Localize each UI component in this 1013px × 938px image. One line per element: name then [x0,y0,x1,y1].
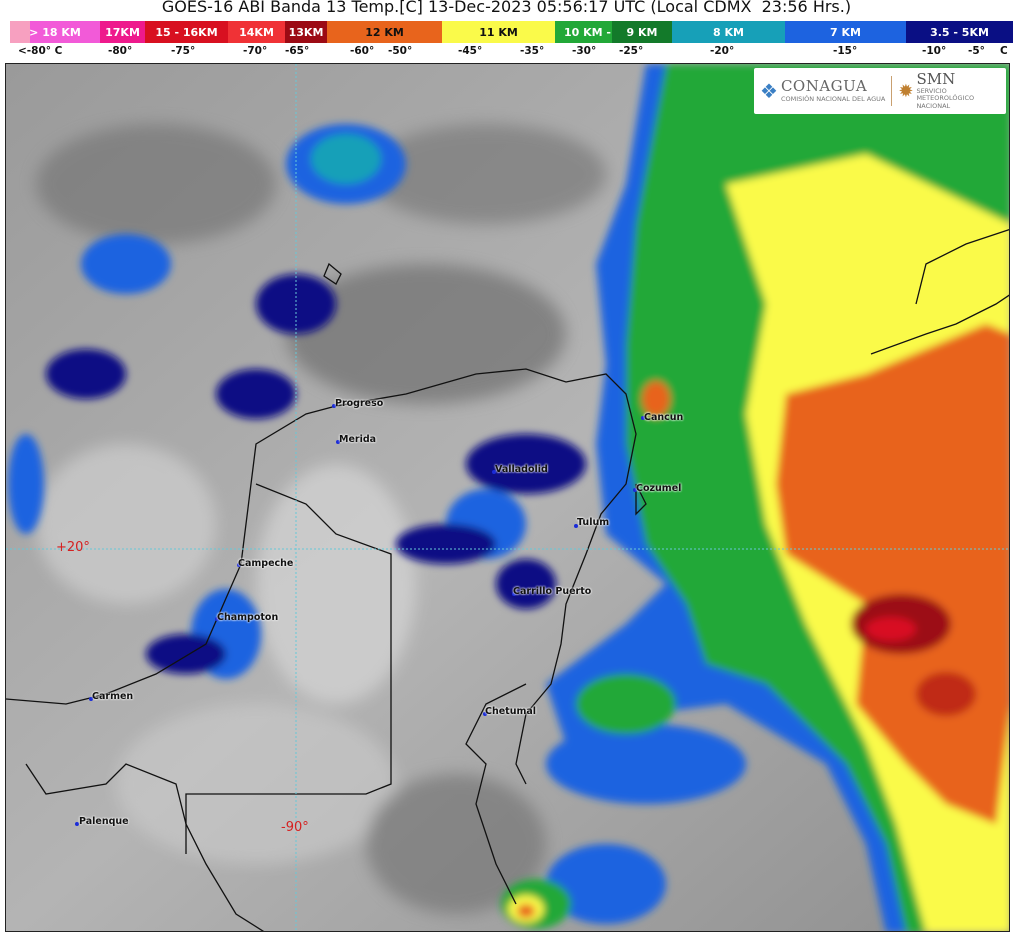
temp-tick: -60° [350,45,375,57]
legend-band: 17KM [100,21,145,43]
city-marker [215,617,219,621]
legend-band: 3.5 - 5KM [906,21,1013,43]
temp-tick: C [1000,45,1008,57]
temp-tick: <-80° C [18,45,63,57]
legend-band: 15 - 16KM [145,21,228,43]
conagua-logo: CONAGUA [780,76,868,95]
legend-band: 9 KM [612,21,672,43]
conagua-logo-icon: ❖ [760,79,778,103]
city-label-progreso: Progreso [335,398,384,409]
legend-band: 8 KM [672,21,785,43]
city-marker [75,822,79,826]
city-label-cozumel: Cozumel [636,483,682,494]
city-label-champoton: Champoton [217,612,279,623]
city-marker [237,563,241,567]
legend-band: 10 KM - [555,21,612,43]
legend-band: 11 KM [442,21,555,43]
temp-tick: -30° [572,45,597,57]
temp-tick: -25° [619,45,644,57]
temp-tick: -15° [833,45,858,57]
temp-tick: -70° [243,45,268,57]
city-marker [89,697,93,701]
longitude-label: -90° [281,820,309,835]
city-marker [641,416,645,420]
city-label-palenque: Palenque [79,816,129,827]
temp-tick: -10° [922,45,947,57]
temp-tick: -45° [458,45,483,57]
temp-tick: -80° [108,45,133,57]
city-label-cancun: Cancun [644,412,684,423]
city-marker [512,592,516,596]
satellite-map[interactable]: ❖ CONAGUA COMISIÓN NACIONAL DEL AGUA ✹ S… [5,63,1010,932]
temp-tick: -35° [520,45,545,57]
coastline [6,228,1009,931]
temp-tick: -65° [285,45,310,57]
city-label-campeche: Campeche [238,558,294,569]
city-label-carmen: Carmen [92,691,134,702]
legend-band: 14KM [228,21,285,43]
city-label-merida: Merida [339,434,377,445]
agency-logos: ❖ CONAGUA COMISIÓN NACIONAL DEL AGUA ✹ S… [754,68,1006,114]
city-marker [633,488,637,492]
city-marker [574,524,578,528]
smn-logo-icon: ✹ [898,80,914,102]
city-marker [336,440,340,444]
legend-band: 7 KM [785,21,906,43]
city-label-valladolid: Valladolid [495,464,548,475]
conagua-subtitle: COMISIÓN NACIONAL DEL AGUA [780,94,886,103]
color-legend: > 18 KM 17KM 15 - 16KM 14KM 13KM 12 KM 1… [10,21,1013,43]
latitude-label: +20° [56,540,90,555]
satellite-imagery [6,64,1009,931]
temp-tick: -50° [388,45,413,57]
temperature-scale: <-80° C -80° -75° -70° -65° -60° -50° -4… [0,45,1013,61]
city-label-chetumal: Chetumal [485,706,537,717]
city-marker [492,470,496,474]
city-marker [483,712,487,716]
city-marker [332,404,336,408]
legend-band: 13KM [285,21,327,43]
city-label-tulum: Tulum [577,517,610,528]
temp-tick: -75° [171,45,196,57]
city-label-carrillo-puerto: Carrillo Puerto [513,586,592,597]
temp-tick: -20° [710,45,735,57]
smn-logo: SMN [916,69,956,88]
legend-band: > 18 KM [10,21,100,43]
legend-band: 12 KM [327,21,442,43]
smn-subtitle: SERVICIO METEOROLÓGICO NACIONAL [916,86,975,110]
image-title: GOES-16 ABI Banda 13 Temp.[C] 13-Dec-202… [161,0,852,16]
temp-tick: -5° [968,45,985,57]
